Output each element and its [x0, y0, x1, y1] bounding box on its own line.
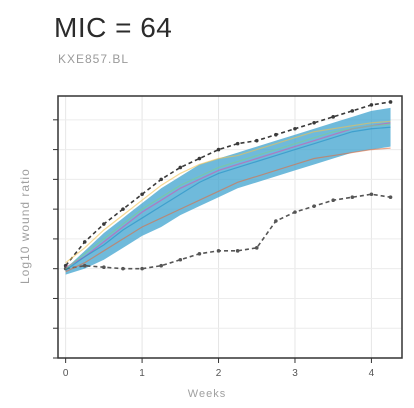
series-point-0-1 — [82, 263, 87, 268]
series-point-0-16 — [369, 192, 374, 197]
series-point-1-2 — [102, 222, 106, 226]
plot-frame — [57, 95, 403, 359]
series-point-0-14 — [331, 198, 336, 203]
series-point-0-17 — [388, 195, 393, 200]
chart-title: MIC = 64 — [54, 12, 173, 43]
series-point-1-11 — [274, 132, 278, 137]
series-point-0-12 — [293, 210, 297, 214]
series-point-0-7 — [197, 251, 202, 256]
confidence-band — [65, 107, 391, 275]
series-point-1-1 — [82, 240, 87, 244]
series-point-1-12 — [293, 126, 297, 131]
x-axis-label: Weeks — [187, 388, 227, 400]
series-point-1-10 — [254, 138, 259, 143]
series-point-1-13 — [312, 120, 316, 125]
series-point-1-14 — [331, 115, 336, 119]
x-tick-label-0: 0 — [63, 368, 69, 379]
series-point-0-11 — [274, 219, 278, 223]
series-point-1-9 — [235, 141, 240, 146]
series-point-0-5 — [159, 263, 163, 268]
series-point-0-13 — [312, 204, 316, 208]
series-line-3 — [65, 122, 391, 268]
x-tick-label-4: 4 — [369, 368, 375, 379]
series-point-1-5 — [159, 177, 163, 182]
series-point-0-4 — [140, 266, 144, 271]
series-line-4 — [65, 120, 391, 264]
series-point-0-3 — [121, 266, 125, 271]
series-point-0-9 — [235, 249, 240, 253]
x-tick-label-2: 2 — [216, 368, 222, 379]
series-line-5 — [65, 123, 391, 270]
x-tick-label-1: 1 — [139, 368, 145, 379]
series-line-1 — [65, 101, 391, 267]
series-point-1-16 — [369, 103, 374, 107]
series-point-0-8 — [216, 249, 221, 253]
series-line-6 — [65, 126, 391, 271]
series-point-0-6 — [178, 257, 183, 262]
series-point-0-15 — [350, 195, 355, 200]
series-point-1-4 — [140, 192, 144, 197]
series-point-1-6 — [178, 165, 183, 170]
series-point-1-3 — [121, 207, 125, 211]
series-line-2 — [65, 147, 391, 273]
series-point-1-17 — [388, 100, 393, 104]
series-point-0-2 — [102, 265, 106, 269]
series-point-1-15 — [350, 109, 355, 113]
series-point-0-10 — [254, 246, 259, 250]
x-tick-label-3: 3 — [292, 368, 298, 379]
chart-subtitle: KXE857.BL — [58, 52, 130, 66]
series-point-1-8 — [216, 147, 221, 152]
series-point-1-7 — [197, 156, 202, 161]
